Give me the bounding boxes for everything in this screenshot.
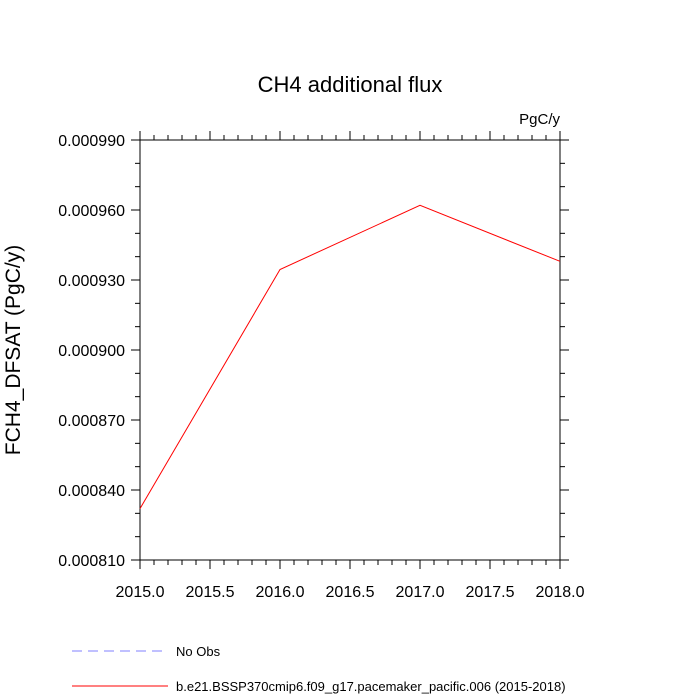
series-line [139, 204, 561, 509]
units-label: PgC/y [519, 111, 560, 128]
axis-tick-labels: 2015.0 2015.5 2016.0 2016.5 2017.0 2017.5 2018… [58, 133, 584, 601]
x-tick-label: 2016.5 [326, 584, 375, 601]
y-tick-label: 0.000840 [58, 483, 125, 500]
y-tick-label: 0.000870 [58, 413, 125, 430]
plot-frame [139, 139, 561, 561]
y-tick-label: 0.000960 [58, 203, 125, 220]
y-tick-label: 0.000900 [58, 343, 125, 360]
y-tick-label: 0.000990 [58, 133, 125, 150]
legend: No Obs b.e21.BSSP370cmip6.f09_g17.pacemak… [72, 644, 566, 694]
y-tick-label: 0.000930 [58, 273, 125, 290]
x-tick-label: 2015.0 [116, 584, 165, 601]
x-tick-label: 2017.5 [466, 584, 515, 601]
legend-label: No Obs [176, 644, 221, 659]
x-tick-label: 2018.0 [536, 584, 585, 601]
y-axis-label: FCH4_DFSAT (PgC/y) [2, 245, 25, 455]
legend-label: b.e21.BSSP370cmip6.f09_g17.pacemaker_pac… [176, 679, 566, 694]
x-tick-label: 2017.0 [396, 584, 445, 601]
chart-title: CH4 additional flux [258, 72, 443, 97]
series-layer [139, 204, 561, 509]
y-tick-label: 0.000810 [58, 553, 125, 570]
axis-ticks [131, 131, 569, 569]
x-tick-label: 2015.5 [186, 584, 235, 601]
x-tick-label: 2016.0 [256, 584, 305, 601]
